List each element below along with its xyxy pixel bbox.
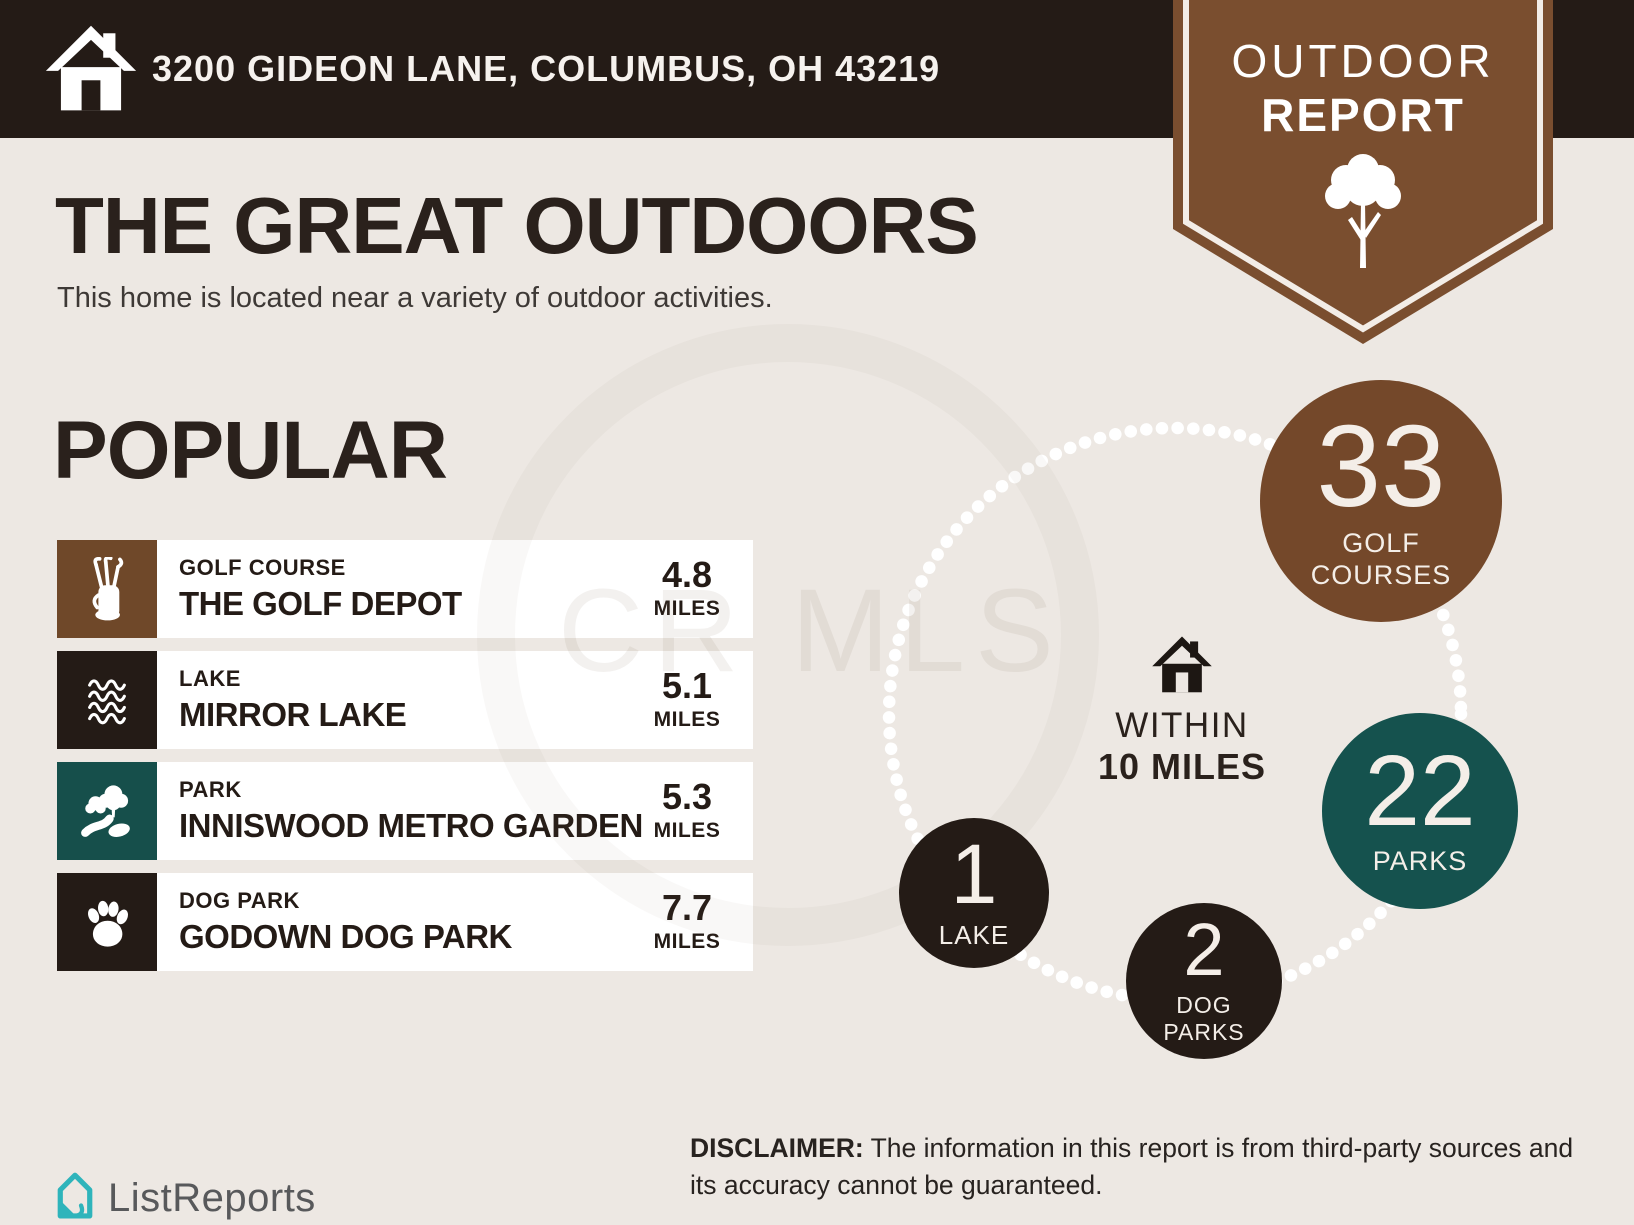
stat-bubble-dog-parks: 2 DOG PARKS [1126, 903, 1282, 1059]
stat-value: 1 [950, 826, 998, 921]
stat-bubble-parks: 22 PARKS [1322, 713, 1518, 909]
poi-distance: 5.3 [661, 776, 713, 817]
poi-distance-unit: MILES [653, 597, 721, 620]
disclaimer: DISCLAIMER: The information in this repo… [690, 1130, 1605, 1204]
page-subtitle: This home is located near a variety of o… [57, 282, 773, 314]
poi-category: DOG PARK [179, 888, 300, 913]
disclaimer-text: The information in this report is from t… [690, 1133, 1574, 1200]
poi-category: GOLF COURSE [179, 555, 346, 580]
poi-category: LAKE [179, 666, 241, 691]
park-trees-icon [57, 762, 157, 860]
poi-distance: 5.1 [661, 665, 713, 706]
stat-bubble-lake: 1 LAKE [899, 818, 1049, 968]
golf-bag-icon [57, 540, 157, 638]
poi-name: MIRROR LAKE [179, 696, 407, 733]
waves-icon [57, 651, 157, 749]
stat-label: GOLF COURSES [1310, 527, 1452, 591]
popular-heading: POPULAR [53, 405, 448, 496]
within-distance-label: 10 MILES [1097, 746, 1267, 787]
paw-icon [57, 873, 157, 971]
poi-distance-unit: MILES [653, 708, 721, 731]
poi-row-dog-park: DOG PARK GODOWN DOG PARK 7.7 MILES [57, 873, 753, 971]
ribbon-title-line1: OUTDOOR [1231, 35, 1495, 87]
poi-distance: 7.7 [661, 887, 713, 928]
poi-row-park: PARK INNISWOOD METRO GARDEN 5.3 MILES [57, 762, 753, 860]
poi-category: PARK [179, 777, 242, 802]
poi-row-lake: LAKE MIRROR LAKE 5.1 MILES [57, 651, 753, 749]
stat-value: 33 [1316, 400, 1446, 531]
disclaimer-label: DISCLAIMER: [690, 1133, 864, 1163]
within-label: WITHIN [1115, 706, 1249, 745]
stat-bubble-golf-courses: 33 GOLF COURSES [1260, 380, 1502, 622]
stat-label: DOG PARKS [1163, 991, 1245, 1046]
poi-distance-unit: MILES [653, 930, 721, 953]
stat-label: PARKS [1372, 846, 1468, 877]
stat-value: 2 [1183, 908, 1225, 992]
property-address: 3200 GIDEON LANE, COLUMBUS, OH 43219 [152, 48, 941, 89]
home-icon [45, 25, 137, 111]
page-title: THE GREAT OUTDOORS [55, 181, 979, 270]
tree-icon [1325, 154, 1401, 268]
poi-row-golf-course: GOLF COURSE THE GOLF DEPOT 4.8 MILES [57, 540, 753, 638]
poi-name: GODOWN DOG PARK [179, 918, 512, 955]
home-icon [1152, 636, 1212, 693]
poi-distance: 4.8 [661, 554, 713, 595]
poi-distance-unit: MILES [653, 819, 721, 842]
watermark-ring [477, 324, 1099, 946]
stat-value: 22 [1364, 735, 1476, 848]
stat-label: LAKE [938, 920, 1010, 951]
ribbon-title-line2: REPORT [1261, 89, 1465, 141]
poi-name: THE GOLF DEPOT [179, 585, 462, 622]
brand-name: ListReports [108, 1176, 316, 1220]
outdoor-report-ribbon: OUTDOOR REPORT [1173, 0, 1553, 345]
listreports-house-icon [57, 1172, 93, 1219]
poi-name: INNISWOOD METRO GARDEN [179, 807, 643, 844]
